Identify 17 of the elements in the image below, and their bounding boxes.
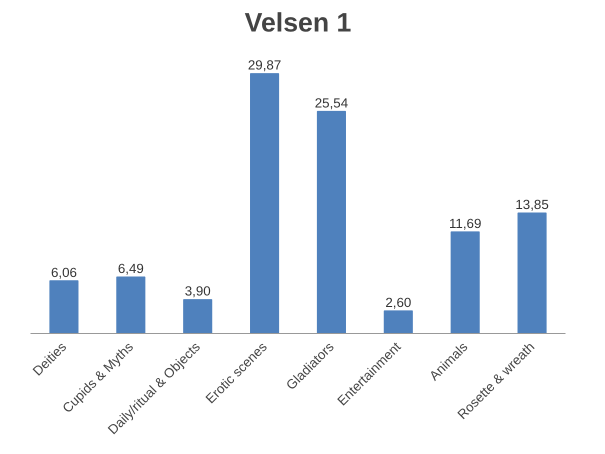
data-label: 2,60 — [385, 294, 412, 310]
bar — [250, 73, 280, 334]
bar — [49, 280, 78, 334]
bar — [450, 231, 480, 334]
bar — [116, 276, 146, 334]
data-label: 25,54 — [314, 95, 349, 110]
bar — [183, 299, 212, 334]
chart-title: Velsen 1 — [244, 8, 352, 38]
bar — [518, 212, 547, 334]
data-label: 6,49 — [118, 261, 144, 276]
bar — [384, 310, 413, 334]
data-label: 6,06 — [50, 264, 77, 280]
data-label: 11,69 — [449, 216, 482, 231]
bar — [316, 110, 346, 334]
data-label: 3,90 — [184, 284, 211, 299]
data-label: 13,85 — [515, 197, 549, 212]
data-label: 29,87 — [248, 58, 282, 73]
